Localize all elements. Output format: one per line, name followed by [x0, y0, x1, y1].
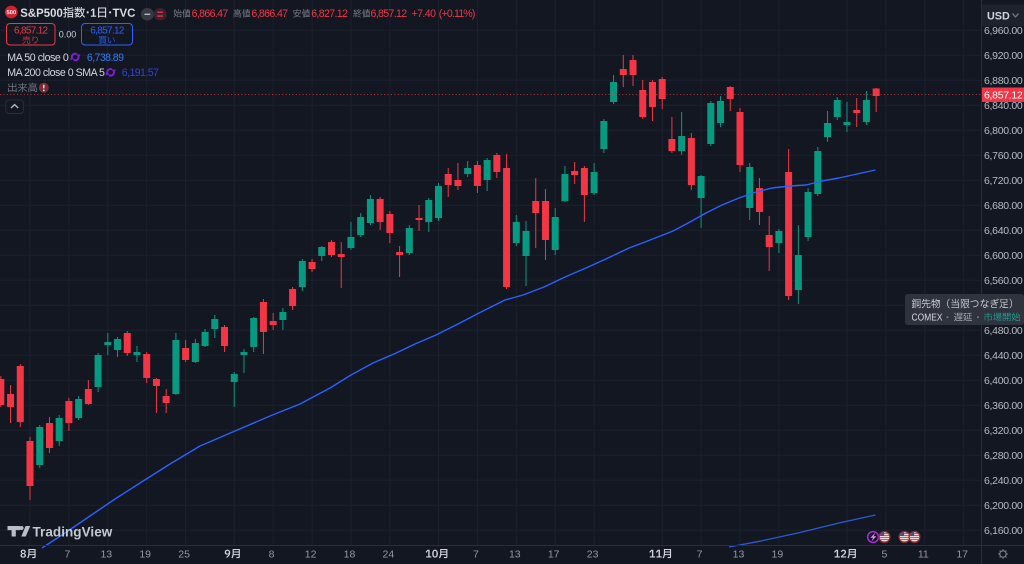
svg-text:6,640.00: 6,640.00: [984, 225, 1023, 237]
svg-text:TradingView: TradingView: [33, 524, 113, 539]
svg-text:6,800.00: 6,800.00: [984, 125, 1023, 137]
svg-text:17: 17: [956, 549, 968, 561]
svg-text:13: 13: [733, 549, 745, 561]
svg-text:6,827.12: 6,827.12: [311, 8, 348, 20]
svg-text:7: 7: [64, 549, 70, 561]
svg-text:6,760.00: 6,760.00: [984, 150, 1023, 162]
svg-text:6,880.00: 6,880.00: [984, 75, 1023, 87]
svg-text:13: 13: [100, 549, 112, 561]
svg-text:6,480.00: 6,480.00: [984, 325, 1023, 337]
svg-text:6,857.12: 6,857.12: [14, 25, 48, 36]
svg-text:6,866.47: 6,866.47: [192, 8, 229, 20]
svg-text:6,191.57: 6,191.57: [122, 67, 159, 79]
svg-text:MA 200 close 0 SMA 5: MA 200 close 0 SMA 5: [7, 67, 105, 79]
svg-text:MA 50 close 0: MA 50 close 0: [7, 52, 69, 64]
svg-text:8: 8: [269, 549, 275, 561]
svg-text:5: 5: [881, 549, 887, 561]
svg-text:6,280.00: 6,280.00: [984, 450, 1023, 462]
svg-text:6,240.00: 6,240.00: [984, 475, 1023, 487]
svg-text:6,857.12: 6,857.12: [984, 89, 1023, 101]
svg-text:13: 13: [509, 549, 521, 561]
svg-text:11: 11: [918, 549, 929, 561]
svg-text:6,857.12: 6,857.12: [371, 8, 408, 20]
svg-text:19: 19: [772, 549, 784, 561]
svg-text:6,857.12: 6,857.12: [90, 25, 124, 36]
svg-text:6,866.47: 6,866.47: [251, 8, 288, 20]
svg-text:6,360.00: 6,360.00: [984, 400, 1023, 412]
svg-text:6,400.00: 6,400.00: [984, 375, 1023, 387]
svg-text:USD: USD: [987, 11, 1010, 23]
svg-text:17: 17: [548, 549, 560, 561]
svg-text:(+0.11%): (+0.11%): [439, 8, 475, 20]
svg-text:6,160.00: 6,160.00: [984, 525, 1023, 537]
svg-text:0.00: 0.00: [59, 30, 77, 40]
svg-text:25: 25: [178, 549, 190, 561]
svg-text:6,920.00: 6,920.00: [984, 50, 1023, 62]
svg-text:6,600.00: 6,600.00: [984, 250, 1023, 262]
svg-text:24: 24: [383, 549, 395, 561]
svg-text:6,720.00: 6,720.00: [984, 175, 1023, 187]
svg-text:6,738.89: 6,738.89: [87, 52, 124, 64]
svg-text:23: 23: [587, 549, 599, 561]
svg-text:+7.40: +7.40: [412, 8, 437, 20]
svg-text:6,680.00: 6,680.00: [984, 200, 1023, 212]
svg-text:18: 18: [344, 549, 356, 561]
svg-text:7: 7: [473, 549, 479, 561]
svg-text:19: 19: [139, 549, 151, 561]
svg-text:6,200.00: 6,200.00: [984, 500, 1023, 512]
svg-text:6,440.00: 6,440.00: [984, 350, 1023, 362]
svg-text:7: 7: [697, 549, 703, 561]
svg-text:6,840.00: 6,840.00: [984, 100, 1023, 112]
svg-text:6,960.00: 6,960.00: [984, 25, 1023, 37]
svg-text:12: 12: [305, 549, 317, 561]
svg-text:6,320.00: 6,320.00: [984, 425, 1023, 437]
svg-text:6,560.00: 6,560.00: [984, 275, 1023, 287]
